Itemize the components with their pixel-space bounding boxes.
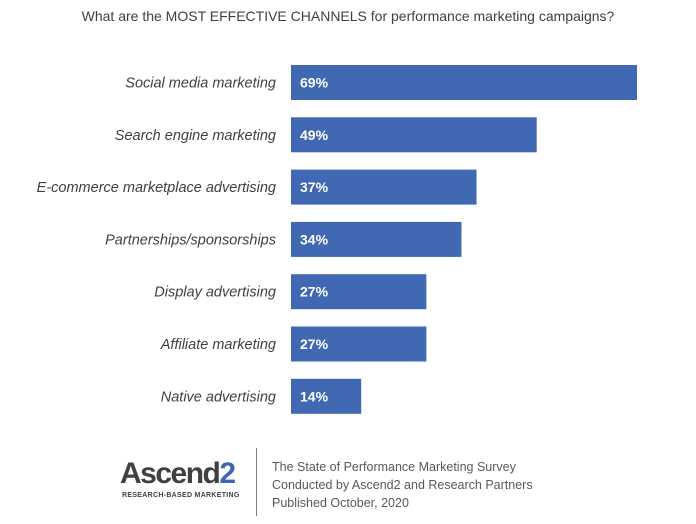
logo-main-text: Ascend: [120, 457, 221, 490]
source-line-1: The State of Performance Marketing Surve…: [272, 460, 516, 474]
value-label-6: 14%: [300, 388, 329, 404]
bar-2: [291, 169, 477, 205]
category-label-4: Display advertising: [154, 285, 276, 301]
ascend2-logo: Ascend2 RESEARCH-BASED MARKETING: [120, 458, 242, 504]
category-label-2: E-commerce marketplace advertising: [37, 180, 276, 196]
category-label-1: Search engine marketing: [115, 128, 276, 144]
bar-0: [291, 65, 637, 100]
bar-chart: Social media marketing 69% Search engine m…: [37, 65, 637, 414]
value-label-5: 27%: [300, 336, 329, 352]
bar-1: [291, 117, 537, 153]
bar-4: [291, 274, 427, 310]
bar-3: [291, 221, 462, 257]
bar-6: [291, 378, 362, 414]
logo-tagline: RESEARCH-BASED MARKETING: [122, 492, 240, 499]
value-label-0: 69%: [300, 75, 329, 91]
source-note: The State of Performance Marketing Surve…: [272, 458, 533, 512]
value-label-1: 49%: [300, 127, 329, 143]
bar-5: [291, 326, 427, 362]
source-line-2: Conducted by Ascend2 and Research Partne…: [272, 478, 533, 492]
value-label-3: 34%: [300, 231, 329, 247]
source-line-3: Published October, 2020: [272, 496, 409, 510]
category-label-3: Partnerships/sponsorships: [105, 232, 276, 248]
logo-wordmark: Ascend2: [120, 457, 236, 490]
category-label-5: Affiliate marketing: [160, 337, 276, 353]
category-label-0: Social media marketing: [125, 76, 276, 92]
category-label-6: Native advertising: [161, 389, 276, 405]
footer-divider: [256, 448, 257, 516]
logo-digit: 2: [219, 457, 236, 490]
value-label-2: 37%: [300, 179, 329, 195]
chart-title: What are the MOST EFFECTIVE CHANNELS for…: [81, 8, 615, 24]
value-label-4: 27%: [300, 284, 329, 300]
